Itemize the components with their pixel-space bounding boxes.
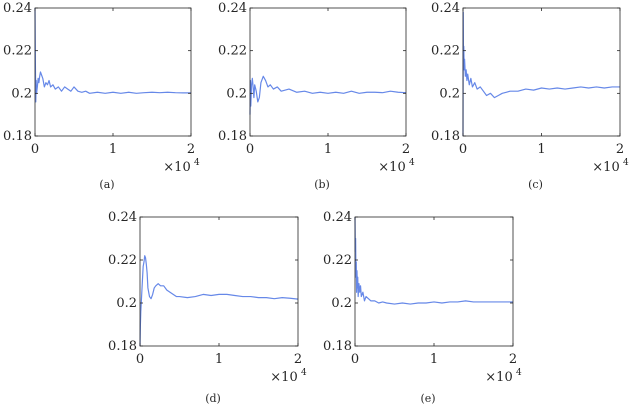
x-tick-label: 0 xyxy=(31,142,39,157)
x-tick-label: 2 xyxy=(402,142,410,157)
x-tick-label: 1 xyxy=(109,142,117,157)
series-line xyxy=(249,75,407,115)
x-tick-label: 2 xyxy=(509,352,517,367)
subplot-e: 0.18 0.2 0.22 0.24 0 1 2 ×10 4 (e) xyxy=(323,210,522,405)
subplot-a: 0.18 0.2 0.22 0.24 0 1 2 ×10 4 (a) xyxy=(3,1,200,191)
x-multiplier-label: ×10 xyxy=(163,160,190,175)
subplot-caption: (c) xyxy=(528,178,543,191)
axes-frame xyxy=(139,216,299,347)
x-tick-label: 0 xyxy=(136,352,144,367)
axes-frame xyxy=(249,7,407,137)
x-tick-label: 1 xyxy=(537,142,545,157)
series-line xyxy=(354,216,513,305)
x-tick-label: 2 xyxy=(294,352,302,367)
subplot-d: 0.18 0.2 0.22 0.24 0 1 2 ×10 4 (d) xyxy=(108,210,307,405)
y-tick-label: 0.2 xyxy=(226,86,247,101)
subplot-b: 0.18 0.2 0.22 0.24 0 1 2 ×10 4 (b) xyxy=(218,1,415,191)
y-tick-label: 0.2 xyxy=(331,296,352,311)
y-tick-label: 0.22 xyxy=(431,44,460,59)
x-tick-label: 0 xyxy=(459,142,467,157)
y-tick-label: 0.22 xyxy=(3,44,32,59)
y-tick-label: 0.2 xyxy=(116,296,137,311)
series-line xyxy=(462,11,620,137)
y-tick-label: 0.24 xyxy=(108,210,137,225)
x-tick-label: 1 xyxy=(430,352,438,367)
axes-frame xyxy=(462,7,621,137)
x-tick-label: 1 xyxy=(215,352,223,367)
y-tick-label: 0.24 xyxy=(323,210,352,225)
y-tick-label: 0.18 xyxy=(431,129,460,144)
x-tick-label: 0 xyxy=(246,142,254,157)
x-tick-label: 2 xyxy=(616,142,624,157)
axes-frame xyxy=(354,216,514,347)
x-multiplier-exponent: 4 xyxy=(194,158,200,168)
x-tick-label: 1 xyxy=(324,142,332,157)
x-multiplier-label: ×10 xyxy=(378,160,405,175)
x-tick-label: 0 xyxy=(351,352,359,367)
x-multiplier-label: ×10 xyxy=(485,370,512,385)
x-multiplier-label: ×10 xyxy=(270,370,297,385)
x-multiplier-exponent: 4 xyxy=(409,158,415,168)
x-multiplier-exponent: 4 xyxy=(516,368,522,378)
y-tick-label: 0.24 xyxy=(3,1,32,16)
y-tick-label: 0.2 xyxy=(439,86,460,101)
subplot-caption: (e) xyxy=(420,392,435,405)
subplot-caption: (a) xyxy=(99,178,114,191)
series-line xyxy=(34,7,191,103)
subplot-caption: (d) xyxy=(205,392,221,405)
y-tick-label: 0.22 xyxy=(218,44,247,59)
y-tick-label: 0.24 xyxy=(218,1,247,16)
subplot-c: 0.18 0.2 0.22 0.24 0 1 2 ×10 4 (c) xyxy=(431,1,629,191)
subplot-caption: (b) xyxy=(314,178,330,191)
y-tick-label: 0.18 xyxy=(218,129,247,144)
y-tick-label: 0.18 xyxy=(3,129,32,144)
y-tick-label: 0.24 xyxy=(431,1,460,16)
x-multiplier-exponent: 4 xyxy=(623,158,629,168)
y-tick-label: 0.2 xyxy=(11,86,32,101)
y-tick-label: 0.18 xyxy=(108,339,137,354)
axes-frame xyxy=(34,7,192,137)
y-tick-label: 0.22 xyxy=(323,253,352,268)
y-tick-label: 0.22 xyxy=(108,253,137,268)
x-multiplier-label: ×10 xyxy=(592,160,619,175)
x-tick-label: 2 xyxy=(187,142,195,157)
y-tick-label: 0.18 xyxy=(323,339,352,354)
x-multiplier-exponent: 4 xyxy=(301,368,307,378)
series-line xyxy=(139,255,299,347)
